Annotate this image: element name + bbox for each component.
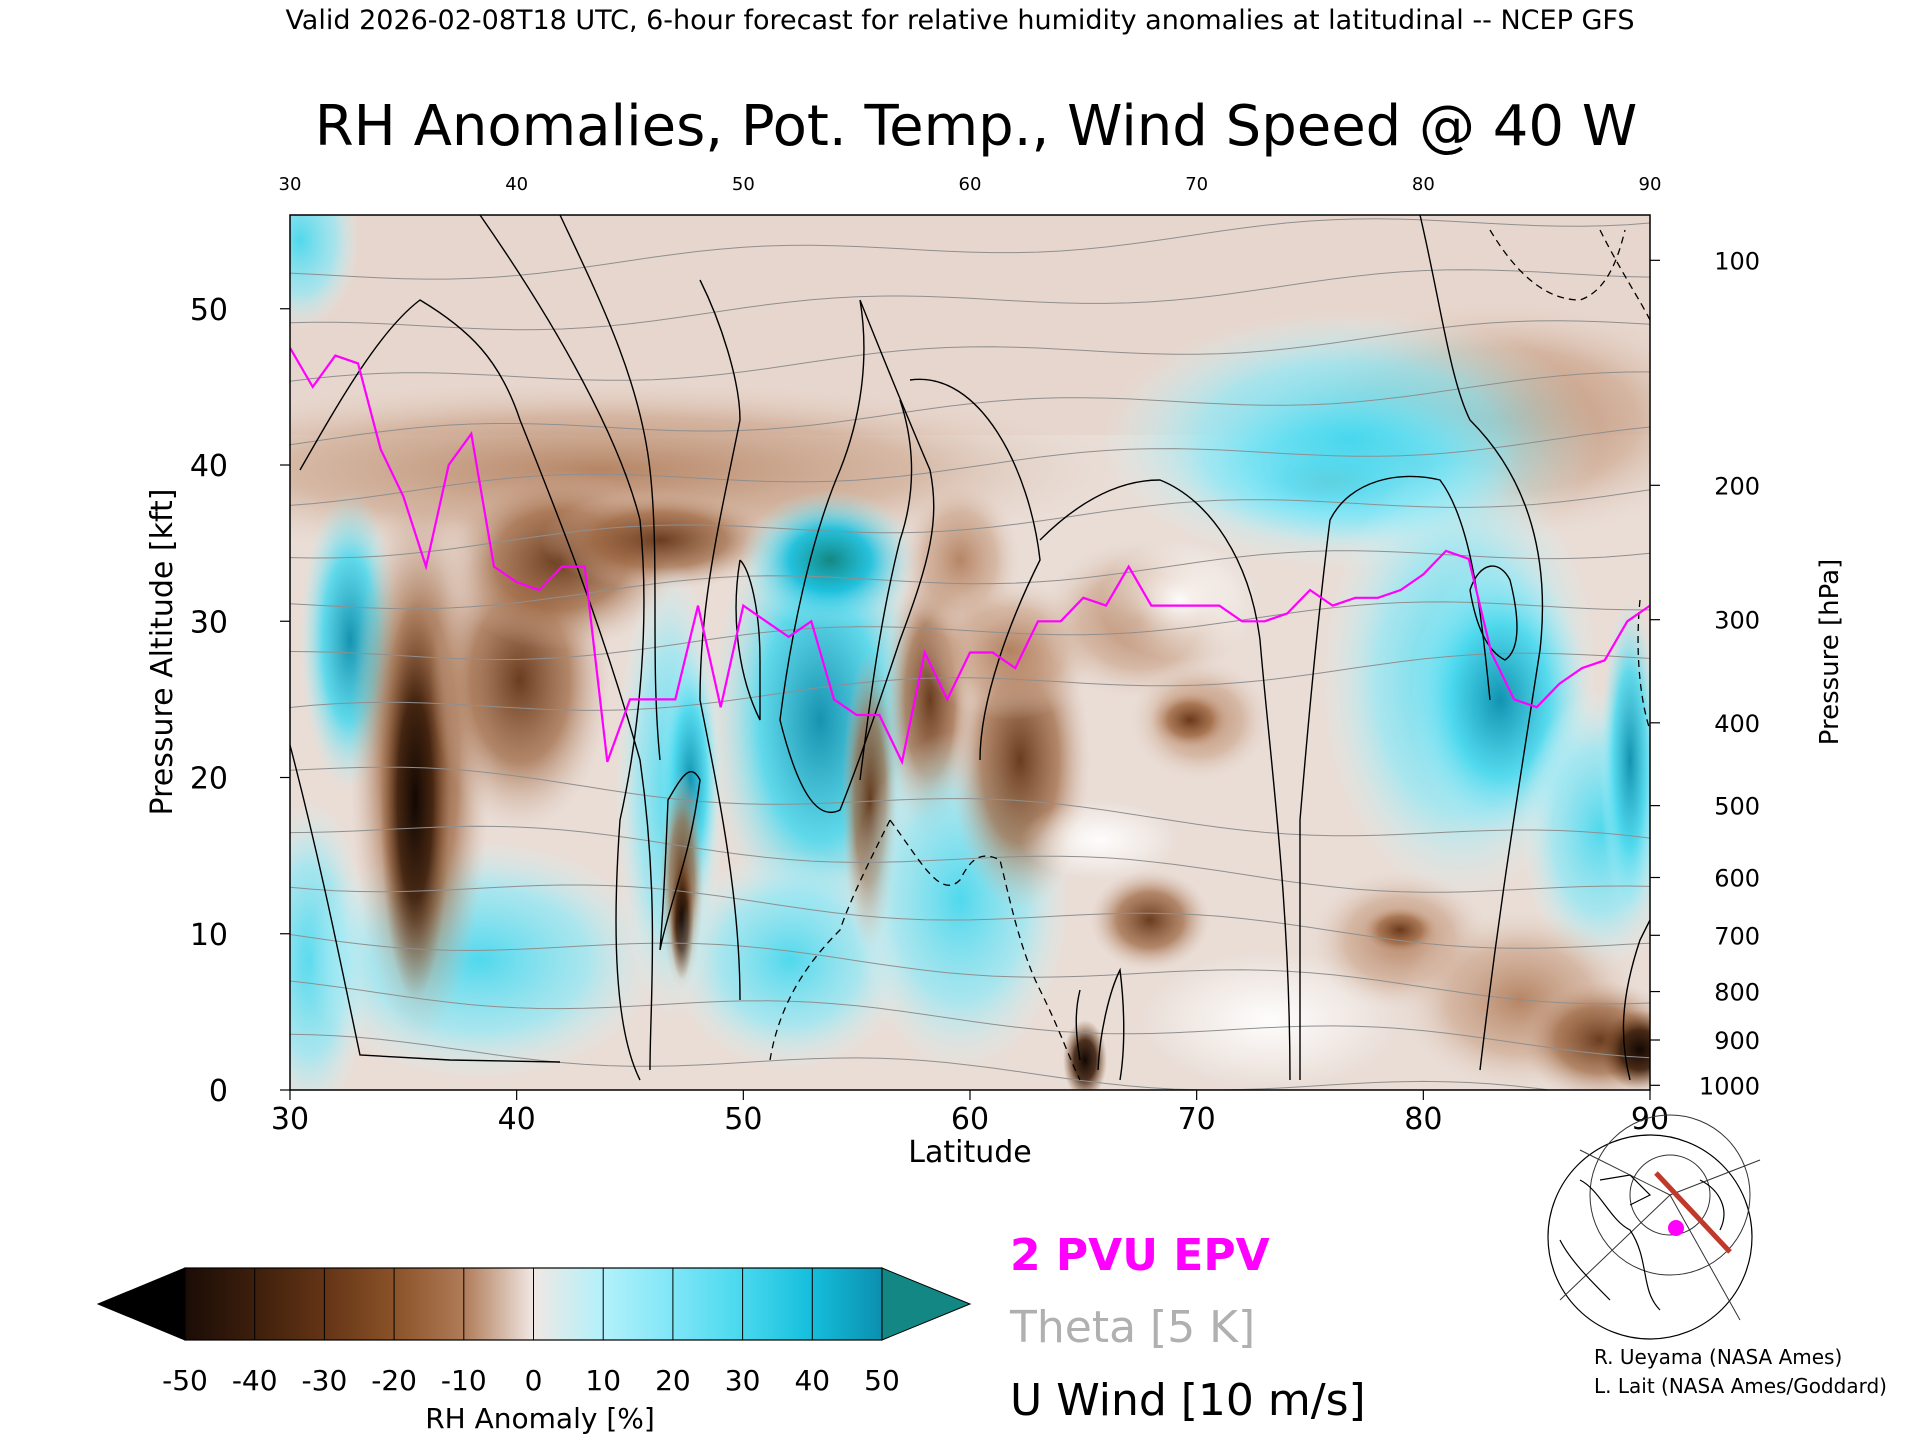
x-axis: 30 40 50 60 70 80 90	[271, 1090, 1669, 1137]
y-tick-label-0: 0	[209, 1074, 228, 1109]
theta-line-300	[290, 934, 1650, 1005]
colorbar-tick-label-8: 30	[725, 1364, 761, 1397]
map-meridian-2	[1669, 1194, 1741, 1321]
epv-2pvu-line	[290, 347, 1650, 766]
y-axis-label: Pressure Altitude [kft]	[145, 489, 180, 816]
theta-line-350	[290, 601, 1650, 660]
pressure-tick-label-700: 700	[1714, 922, 1760, 950]
theta-isentropes	[290, 218, 1650, 1090]
y-axis-right: 1000 900 800 700 600 500 400 300 200 100	[1650, 247, 1760, 1100]
theta-line-340	[290, 652, 1650, 711]
colorbar-tick-label-5: 0	[525, 1364, 543, 1397]
chart-title: RH Anomalies, Pot. Temp., Wind Speed @ 4…	[315, 94, 1637, 159]
legend-theta: Theta [5 K]	[1009, 1302, 1255, 1353]
colorbar-tick-label-9: 40	[794, 1364, 830, 1397]
location-marker	[1668, 1220, 1684, 1236]
pressure-tick-label-400: 400	[1714, 710, 1760, 738]
u-wind-contours	[290, 215, 1650, 1081]
colorbar-ticks: -50 -40 -30 -20 -10 0 10 20 30 40 50	[162, 1268, 900, 1397]
colorbar: -50 -40 -30 -20 -10 0 10 20 30 40 50 RH Anomaly [%…	[96, 1267, 972, 1435]
y-tick-label-20: 20	[190, 762, 228, 797]
pressure-tick-label-800: 800	[1714, 979, 1760, 1007]
x-top-tick-label-70: 70	[1185, 174, 1208, 195]
legend-epv: 2 PVU EPV	[1010, 1230, 1270, 1281]
theta-line-290	[290, 980, 1650, 1059]
map-coastlines	[1559, 1174, 1725, 1311]
map-meridian-4	[1669, 1159, 1761, 1196]
x-top-tick-label-30: 30	[279, 174, 302, 195]
map-parallel-1	[1629, 1154, 1711, 1236]
pressure-tick-label-500: 500	[1714, 793, 1760, 821]
pressure-tick-label-900: 900	[1714, 1027, 1760, 1055]
x-tick-label-40: 40	[498, 1102, 536, 1137]
x-tick-label-80: 80	[1404, 1102, 1442, 1137]
theta-line-380	[290, 426, 1650, 506]
x-top-tick-label-90: 90	[1639, 174, 1662, 195]
pressure-tick-label-600: 600	[1714, 865, 1760, 893]
cross-section-track	[1654, 1171, 1732, 1254]
colorbar-high-arrow	[881, 1267, 972, 1341]
colorbar-tick-label-7: 20	[655, 1364, 691, 1397]
pressure-tick-label-100: 100	[1714, 247, 1760, 275]
map-disk	[1547, 1134, 1753, 1340]
x-top-tick-label-40: 40	[505, 174, 528, 195]
y-axis-left: 0 10 20 30 40 50	[190, 293, 290, 1109]
x-axis-label: Latitude	[908, 1135, 1031, 1170]
x-top-tick-label-60: 60	[959, 174, 982, 195]
theta-line-420	[290, 218, 1650, 280]
colorbar-label: RH Anomaly [%]	[425, 1402, 655, 1435]
x-tick-label-90: 90	[1631, 1102, 1669, 1137]
colorbar-tick-label-1: -40	[232, 1364, 278, 1397]
x-top-tick-label-80: 80	[1412, 174, 1435, 195]
legend-uwind: U Wind [10 m/s]	[1010, 1375, 1366, 1426]
x-tick-label-70: 70	[1178, 1102, 1216, 1137]
pressure-tick-label-1000: 1000	[1699, 1072, 1760, 1100]
colorbar-tick-label-6: 10	[585, 1364, 621, 1397]
pressure-tick-label-200: 200	[1714, 472, 1760, 500]
map-parallel-2	[1589, 1114, 1751, 1276]
theta-line-390	[290, 371, 1650, 446]
y-tick-label-40: 40	[190, 449, 228, 484]
x-tick-label-50: 50	[724, 1102, 762, 1137]
x-top-tick-label-50: 50	[732, 174, 755, 195]
y-tick-label-10: 10	[190, 918, 228, 953]
colorbar-tick-label-4: -10	[441, 1364, 487, 1397]
y-tick-label-30: 30	[190, 605, 228, 640]
colorbar-tick-label-2: -30	[302, 1364, 348, 1397]
valid-time-line: Valid 2026-02-08T18 UTC, 6-hour forecast…	[285, 5, 1634, 36]
y-axis-right-label: Pressure [hPa]	[1815, 559, 1845, 746]
theta-line-320	[290, 825, 1650, 893]
theta-line-330	[290, 766, 1650, 839]
pressure-tick-label-300: 300	[1714, 607, 1760, 635]
y-tick-label-50: 50	[190, 293, 228, 328]
theta-line-280	[290, 1033, 1554, 1090]
colorbar-tick-label-3: -20	[371, 1364, 417, 1397]
x-tick-label-60: 60	[951, 1102, 989, 1137]
theta-line-370	[290, 489, 1650, 559]
colorbar-low-arrow	[96, 1267, 186, 1341]
colorbar-tick-label-10: 50	[864, 1364, 900, 1397]
x-axis-top: 30 40 50 60 70 80 90	[279, 174, 1662, 195]
credit-line-2: L. Lait (NASA Ames/Goddard)	[1594, 1374, 1887, 1398]
theta-line-410	[290, 269, 1650, 331]
theta-line-400	[290, 320, 1650, 382]
inset-map	[1547, 1114, 1761, 1340]
map-meridian-3	[1579, 1149, 1671, 1196]
theta-line-310	[290, 884, 1650, 949]
u-wind-negative-contours	[769, 229, 1650, 1081]
credit-line-1: R. Ueyama (NASA Ames)	[1594, 1345, 1842, 1369]
x-tick-label-30: 30	[271, 1102, 309, 1137]
map-meridian-1	[1559, 1194, 1671, 1301]
colorbar-tick-label-0: -50	[162, 1364, 208, 1397]
theta-line-360	[290, 550, 1650, 610]
